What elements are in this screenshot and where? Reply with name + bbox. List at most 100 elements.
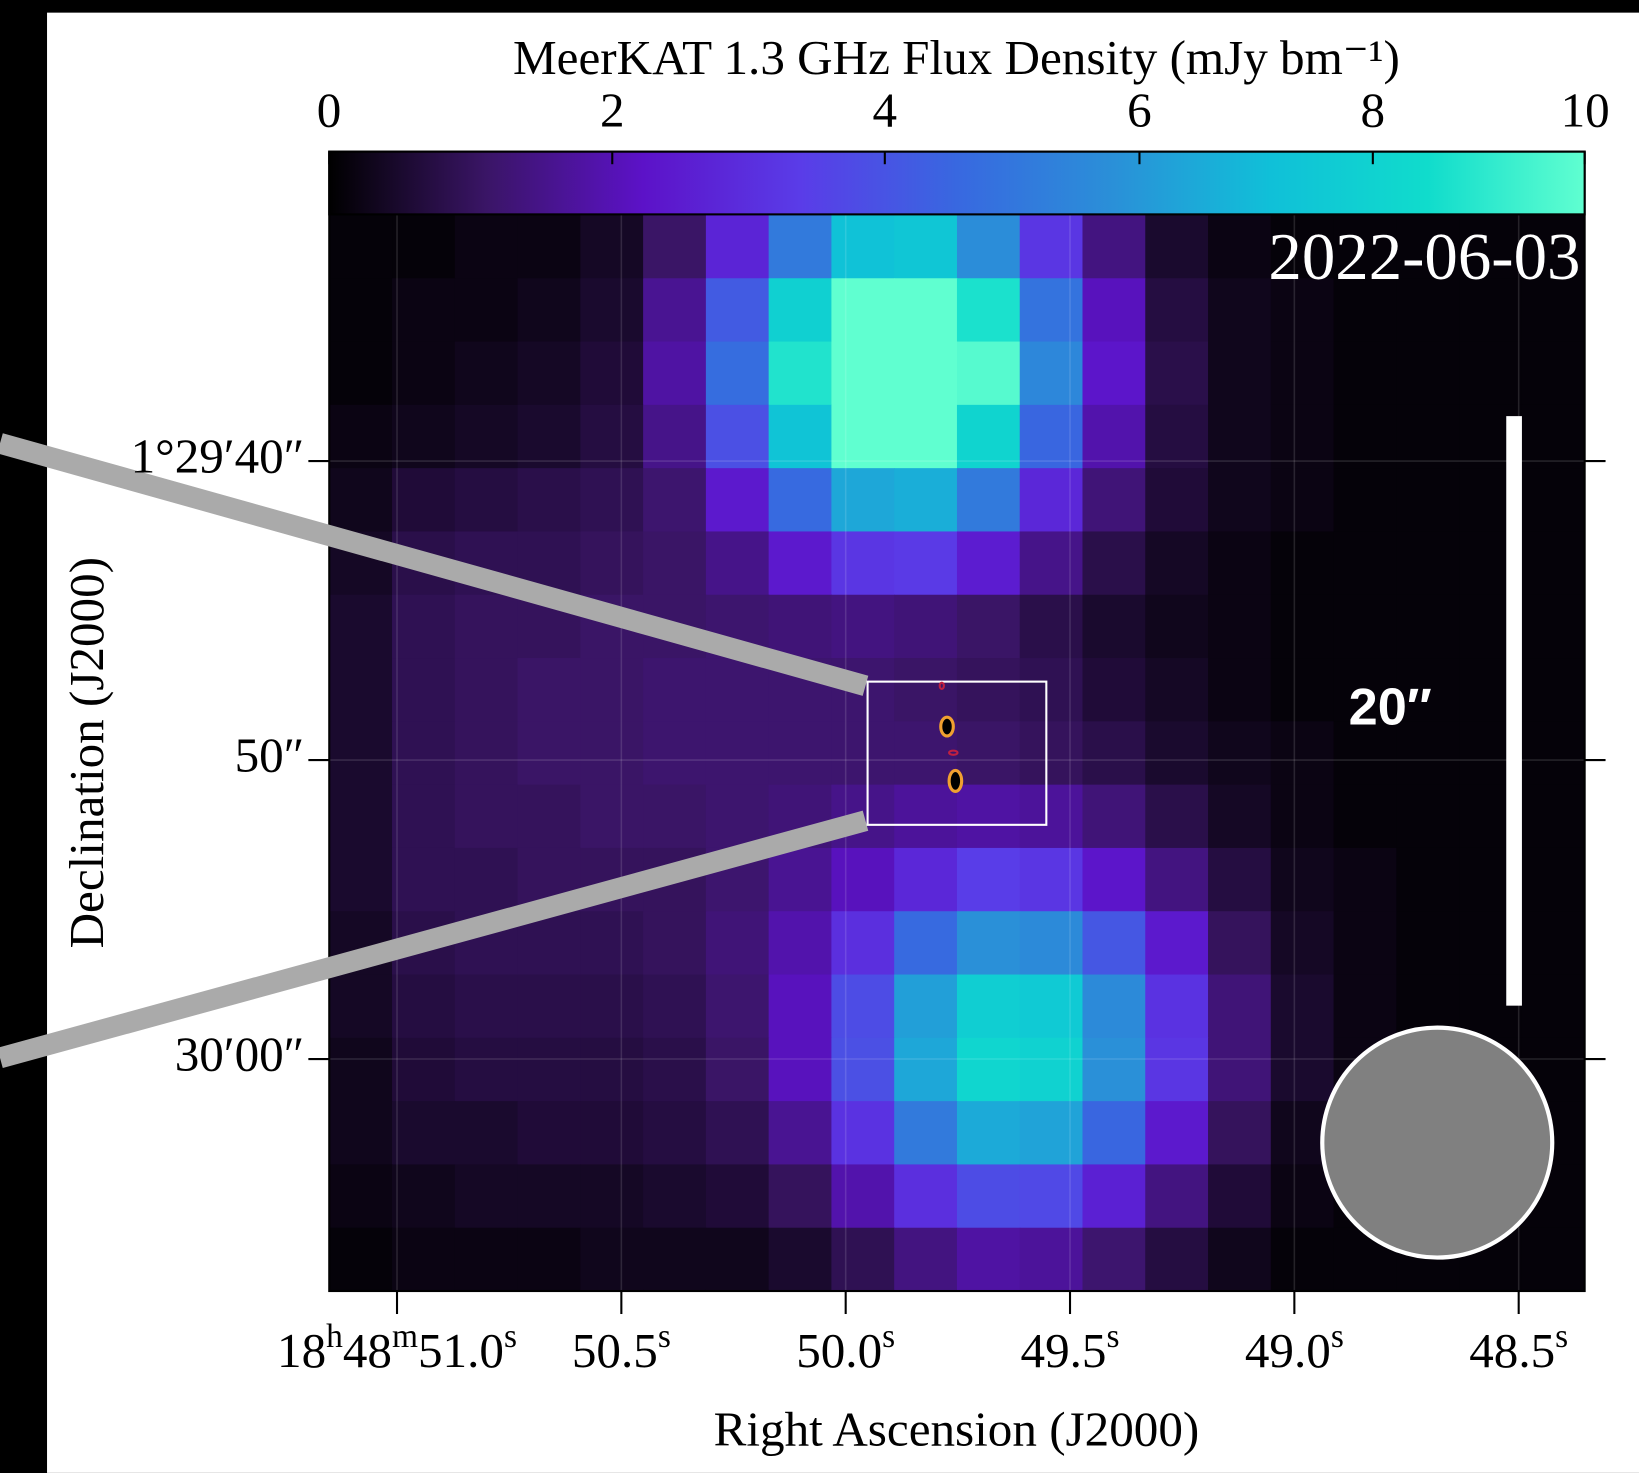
pixel <box>894 278 957 342</box>
pixel <box>1020 1101 1083 1165</box>
pixel <box>1208 595 1271 659</box>
pixel <box>1334 595 1397 659</box>
pixel <box>643 975 706 1039</box>
pixel <box>455 848 518 912</box>
pixel <box>957 215 1020 279</box>
pixel <box>894 1228 957 1292</box>
pixel <box>831 278 894 342</box>
pixel <box>392 1101 455 1165</box>
pixel <box>1020 1038 1083 1102</box>
colorbar-tick-label: 0 <box>317 82 342 137</box>
pixel <box>894 848 957 912</box>
pixel <box>831 848 894 912</box>
pixel <box>1208 278 1271 342</box>
pixel <box>329 721 392 785</box>
pixel <box>1522 531 1585 595</box>
pixel <box>1271 342 1334 406</box>
pixel <box>1208 1101 1271 1165</box>
pixel <box>455 1101 518 1165</box>
pixel <box>1208 1164 1271 1228</box>
contour <box>949 770 962 791</box>
pixel <box>706 215 769 279</box>
pixel <box>1145 911 1208 975</box>
pixel <box>706 1038 769 1102</box>
pixel <box>831 721 894 785</box>
pixel <box>831 1038 894 1102</box>
pixel <box>580 278 643 342</box>
pixel <box>1020 595 1083 659</box>
pixel <box>1145 405 1208 469</box>
pixel <box>1522 911 1585 975</box>
pixel <box>643 1101 706 1165</box>
pixel <box>1334 342 1397 406</box>
pixel <box>1145 721 1208 785</box>
pixel <box>706 531 769 595</box>
pixel <box>1396 911 1459 975</box>
scale-bar <box>1506 416 1522 1006</box>
pixel <box>957 975 1020 1039</box>
pixel <box>1082 1164 1145 1228</box>
pixel <box>1271 1038 1334 1102</box>
pixel <box>706 975 769 1039</box>
pixel <box>580 468 643 532</box>
pixel <box>1396 468 1459 532</box>
chart: 2022-06-03 20″ MeerKAT 1.3 GHz Flux Dens… <box>0 0 1639 1473</box>
pixel <box>706 721 769 785</box>
pixel <box>1271 975 1334 1039</box>
pixel <box>518 468 581 532</box>
pixel <box>1271 911 1334 975</box>
pixel <box>894 975 957 1039</box>
pixel <box>1020 1228 1083 1292</box>
pixel <box>1082 595 1145 659</box>
pixel <box>831 405 894 469</box>
pixel <box>518 1164 581 1228</box>
pixel <box>1334 405 1397 469</box>
pixel <box>518 658 581 722</box>
pixel <box>1522 595 1585 659</box>
pixel <box>1522 785 1585 849</box>
y-tick-label: 50″ <box>235 727 305 782</box>
pixel <box>392 342 455 406</box>
pixel <box>1522 721 1585 785</box>
pixel <box>894 1038 957 1102</box>
pixel <box>706 468 769 532</box>
pixel <box>957 468 1020 532</box>
pixel <box>1208 531 1271 595</box>
scale-label: 20″ <box>1349 679 1432 737</box>
pixel <box>706 1101 769 1165</box>
pixel <box>1271 531 1334 595</box>
pixel <box>518 1038 581 1102</box>
pixel <box>1082 1038 1145 1102</box>
pixel <box>769 975 832 1039</box>
pixel <box>769 721 832 785</box>
pixel <box>1522 405 1585 469</box>
pixel <box>1020 975 1083 1039</box>
pixel <box>643 911 706 975</box>
pixel <box>769 342 832 406</box>
pixel <box>329 1101 392 1165</box>
pixel <box>957 595 1020 659</box>
pixel <box>769 278 832 342</box>
pixel <box>1208 721 1271 785</box>
pixel <box>1271 658 1334 722</box>
pixel <box>1082 468 1145 532</box>
pixel <box>329 278 392 342</box>
pixel <box>769 848 832 912</box>
pixel <box>643 658 706 722</box>
pixel <box>1020 468 1083 532</box>
pixel <box>518 342 581 406</box>
pixel <box>643 1038 706 1102</box>
pixel <box>580 531 643 595</box>
pixel <box>1522 1228 1585 1292</box>
pixel <box>769 1101 832 1165</box>
pixel <box>1020 785 1083 849</box>
pixel <box>1522 658 1585 722</box>
pixel <box>392 1038 455 1102</box>
pixel <box>957 658 1020 722</box>
pixel <box>392 595 455 659</box>
pixel <box>1271 468 1334 532</box>
pixel <box>894 342 957 406</box>
pixel <box>831 531 894 595</box>
pixel <box>1082 975 1145 1039</box>
pixel <box>894 405 957 469</box>
